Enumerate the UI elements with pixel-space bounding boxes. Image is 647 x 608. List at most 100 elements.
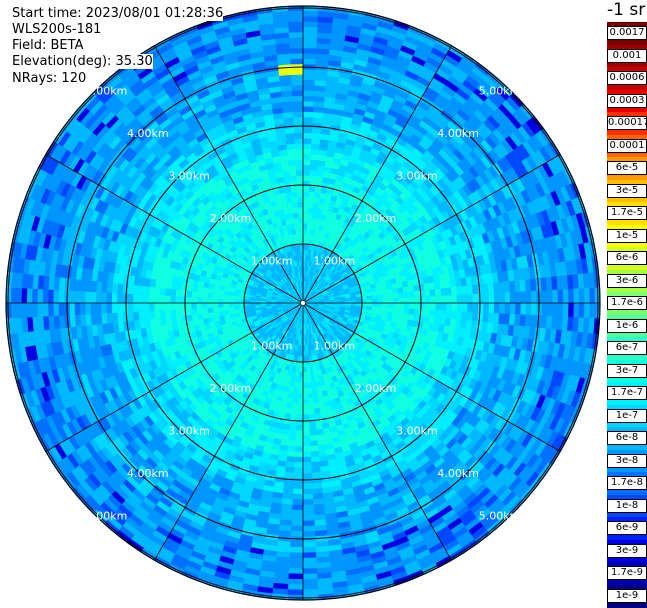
range-gate-cell xyxy=(510,292,516,303)
range-gate-cell xyxy=(303,600,319,606)
range-gate-cell xyxy=(303,186,309,192)
range-gate-cell xyxy=(382,294,388,299)
range-gate-cell xyxy=(573,303,579,318)
range-gate-cell xyxy=(307,223,312,229)
range-gate-cell xyxy=(303,436,310,442)
range-gate-cell xyxy=(499,303,505,314)
range-gate-cell xyxy=(303,85,315,91)
range-gate-cell xyxy=(600,303,606,319)
range-gate-cell xyxy=(377,307,383,312)
range-gate-cell xyxy=(303,499,314,505)
range-gate-cell xyxy=(515,292,521,304)
range-gate-cell xyxy=(306,356,310,362)
range-gate-cell xyxy=(288,573,303,579)
range-gate-cell xyxy=(409,297,415,303)
range-gate-cell xyxy=(563,303,569,317)
range-gate-cell xyxy=(303,393,308,399)
range-gate-cell xyxy=(299,367,303,373)
range-gate-cell xyxy=(366,296,372,300)
range-gate-cell xyxy=(303,133,312,139)
range-gate-cell xyxy=(303,79,315,85)
range-gate-cell xyxy=(366,306,372,310)
range-gate-cell xyxy=(383,299,389,304)
range-gate-cell xyxy=(483,293,489,303)
range-gate-cell xyxy=(303,69,316,75)
range-gate-cell xyxy=(303,42,317,48)
range-gate-cell xyxy=(299,372,303,378)
range-gate-cell xyxy=(382,307,388,312)
range-gate-cell xyxy=(303,388,308,394)
range-gate-cell xyxy=(414,303,420,309)
range-gate-cell xyxy=(303,531,316,537)
range-gate-cell xyxy=(467,303,473,312)
range-gate-cell xyxy=(510,303,516,314)
range-gate-cell xyxy=(467,294,473,303)
range-gate-cell xyxy=(303,148,311,154)
range-gate-cell xyxy=(552,290,558,304)
range-gate-cell xyxy=(388,298,394,303)
range-gate-cell xyxy=(295,441,303,447)
range-gate-cell xyxy=(404,303,410,309)
range-gate-cell xyxy=(356,297,362,301)
range-gate-cell xyxy=(289,563,303,569)
range-gate-cell xyxy=(298,398,303,404)
range-gate-cell xyxy=(294,462,303,468)
range-gate-cell xyxy=(303,573,318,579)
range-gate-cell xyxy=(303,48,317,54)
range-gate-cell xyxy=(303,452,311,458)
range-gate-cell xyxy=(303,90,314,96)
range-gate-cell xyxy=(520,291,526,303)
range-gate-cell xyxy=(404,297,410,303)
range-gate-cell xyxy=(303,21,318,27)
range-gate-cell xyxy=(303,154,311,160)
range-gate-cell xyxy=(292,499,303,505)
range-gate-cell xyxy=(303,520,315,526)
range-gate-cell xyxy=(303,58,316,64)
range-gate-cell xyxy=(383,303,389,308)
range-gate-cell xyxy=(489,303,495,313)
range-gate-cell xyxy=(292,510,303,516)
range-gate-cell xyxy=(441,296,447,304)
range-gate-cell xyxy=(462,303,468,312)
range-gate-cell xyxy=(388,294,394,299)
range-gate-cell xyxy=(303,505,314,511)
range-gate-cell xyxy=(303,249,306,255)
range-gate-cell xyxy=(409,303,415,309)
range-gate-cell xyxy=(303,526,315,532)
range-gate-cell xyxy=(303,37,317,43)
range-gate-cell xyxy=(303,244,306,250)
range-gate-cell xyxy=(425,296,431,303)
range-gate-cell xyxy=(425,303,431,310)
range-gate-cell xyxy=(452,295,458,303)
range-gate-cell xyxy=(291,526,303,532)
range-gate-cell xyxy=(568,303,574,318)
range-gate-cell xyxy=(372,307,378,311)
range-gate-cell xyxy=(303,589,319,595)
range-gate-cell xyxy=(526,291,532,303)
range-gate-cell xyxy=(547,303,553,316)
range-gate-cell xyxy=(446,295,452,303)
range-gate-cell xyxy=(452,303,458,311)
range-gate-cell xyxy=(307,218,312,224)
range-gate-cell xyxy=(303,143,312,149)
range-gate-cell xyxy=(579,288,585,303)
range-gate-cell xyxy=(289,558,303,564)
range-gate-cell xyxy=(303,372,307,378)
range-gate-cell xyxy=(299,377,303,383)
range-gate-cell xyxy=(584,288,590,303)
range-gate-cell xyxy=(303,430,310,436)
range-gate-cell xyxy=(494,293,500,304)
range-gate-cell xyxy=(372,299,378,303)
range-gate-cell xyxy=(303,398,308,404)
range-gate-cell xyxy=(303,0,319,6)
range-gate-cell xyxy=(303,563,317,569)
range-gate-cell xyxy=(303,223,307,229)
range-gate-cell xyxy=(298,388,303,394)
range-gate-cell xyxy=(441,303,447,311)
range-gate-cell xyxy=(303,515,315,521)
range-gate-cell xyxy=(303,170,310,176)
range-gate-cell xyxy=(436,296,442,303)
range-gate-cell xyxy=(303,217,308,223)
range-gate-cell xyxy=(308,393,314,399)
